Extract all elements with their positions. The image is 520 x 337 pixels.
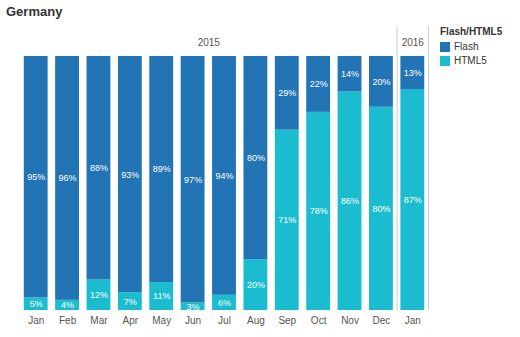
html-text:HTML5: HTML5: [454, 55, 487, 66]
svg-text:89%: 89%: [153, 164, 171, 174]
svg-text:97%: 97%: [184, 175, 202, 185]
svg-text:3%: 3%: [187, 302, 200, 312]
svg-text:Sep: Sep: [278, 315, 296, 326]
svg-text:2016: 2016: [402, 37, 425, 48]
html-text:Flash: Flash: [454, 41, 479, 52]
svg-text:20%: 20%: [372, 77, 390, 87]
svg-text:May: May: [152, 315, 171, 326]
svg-text:7%: 7%: [124, 296, 137, 306]
svg-text:78%: 78%: [310, 206, 328, 216]
svg-text:Jan: Jan: [28, 315, 44, 326]
svg-text:Aug: Aug: [247, 315, 265, 326]
svg-text:Apr: Apr: [123, 315, 139, 326]
svg-text:96%: 96%: [59, 173, 77, 183]
svg-text:12%: 12%: [90, 290, 108, 300]
svg-text:14%: 14%: [341, 69, 359, 79]
svg-text:87%: 87%: [404, 195, 422, 205]
html-text:Flash/HTML5: Flash/HTML5: [440, 26, 503, 37]
svg-text:Feb: Feb: [59, 315, 77, 326]
svg-text:94%: 94%: [215, 171, 233, 181]
svg-text:11%: 11%: [153, 291, 170, 301]
svg-text:13%: 13%: [404, 68, 422, 78]
svg-text:29%: 29%: [278, 88, 296, 98]
svg-text:86%: 86%: [341, 196, 359, 206]
svg-text:6%: 6%: [218, 298, 231, 308]
svg-text:80%: 80%: [372, 204, 390, 214]
svg-text:Nov: Nov: [341, 315, 359, 326]
html-text:Germany: Germany: [6, 4, 63, 19]
svg-text:Jan: Jan: [405, 315, 421, 326]
svg-text:95%: 95%: [27, 172, 45, 182]
svg-text:Dec: Dec: [373, 315, 391, 326]
svg-text:Jun: Jun: [185, 315, 201, 326]
svg-text:22%: 22%: [310, 79, 328, 89]
svg-text:20%: 20%: [247, 280, 265, 290]
svg-text:71%: 71%: [278, 215, 296, 225]
svg-text:93%: 93%: [121, 169, 139, 179]
svg-text:80%: 80%: [247, 153, 265, 163]
svg-text:5%: 5%: [30, 299, 43, 309]
svg-text:88%: 88%: [90, 163, 108, 173]
svg-text:Mar: Mar: [90, 315, 108, 326]
svg-text:Oct: Oct: [311, 315, 327, 326]
svg-text:Jul: Jul: [218, 315, 231, 326]
svg-text:2015: 2015: [198, 37, 221, 48]
svg-text:4%: 4%: [61, 300, 74, 310]
